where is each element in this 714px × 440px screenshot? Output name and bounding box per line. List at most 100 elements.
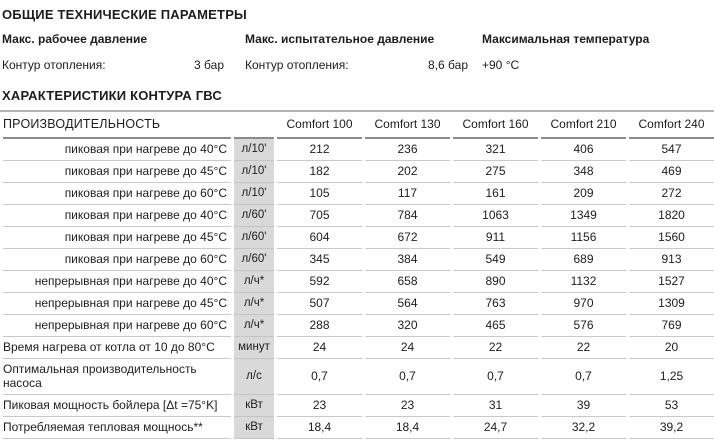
table-row: непрерывная при нагреве до 60°C л/ч* 288 32… <box>3 315 714 337</box>
row-unit: л/10' <box>234 139 274 161</box>
row-value: 658 <box>365 271 450 293</box>
row-value: 1132 <box>541 271 626 293</box>
row-value: 1309 <box>629 293 714 315</box>
table-row: пиковая при нагреве до 40°C л/60' 705 784 10… <box>3 205 714 227</box>
table-header-row: ПРОИЗВОДИТЕЛЬНОСТЬ Comfort 100 Comfort 1… <box>3 112 714 139</box>
row-label: пиковая при нагреве до 60°C <box>3 249 231 271</box>
row-value: 549 <box>453 249 538 271</box>
row-value: 22 <box>453 337 538 359</box>
row-value: 212 <box>277 139 362 161</box>
row-value: 321 <box>453 139 538 161</box>
row-value: 1,25 <box>629 359 714 395</box>
row-unit: л/ч* <box>234 293 274 315</box>
row-value: 272 <box>629 183 714 205</box>
row-value: 32,2 <box>541 417 626 439</box>
unit-column-header <box>234 112 274 139</box>
row-value: 53 <box>629 395 714 417</box>
row-value: 18,4 <box>277 417 362 439</box>
max-temperature-value: +90 °C <box>482 58 520 72</box>
row-value: 705 <box>277 205 362 227</box>
performance-table: ПРОИЗВОДИТЕЛЬНОСТЬ Comfort 100 Comfort 1… <box>0 112 714 439</box>
row-label: пиковая при нагреве до 40°C <box>3 205 231 227</box>
table-row: Потребляемая тепловая мощнось** кВт 18,4 18… <box>3 417 714 439</box>
table-row: непрерывная при нагреве до 40°C л/ч* 592 65… <box>3 271 714 293</box>
general-parameters-block: Макс. рабочее давление Макс. испытательн… <box>2 32 714 82</box>
row-value: 20 <box>629 337 714 359</box>
row-label: непрерывная при нагреве до 40°C <box>3 271 231 293</box>
dhw-circuit-title: ХАРАКТЕРИСТИКИ КОНТУРА ГВС <box>0 86 714 112</box>
heating-circuit-label: Контур отопления: <box>245 58 349 72</box>
model-header-comfort-210: Comfort 210 <box>541 112 626 139</box>
row-unit: минут <box>234 337 274 359</box>
row-value: 24 <box>277 337 362 359</box>
table-row: пиковая при нагреве до 60°C л/10' 105 117 16… <box>3 183 714 205</box>
table-row: Пиковая мощность бойлера [Δt =75°K] кВт 23… <box>3 395 714 417</box>
row-value: 23 <box>277 395 362 417</box>
row-value: 672 <box>365 227 450 249</box>
general-parameters-title: ОБЩИЕ ТЕХНИЧЕСКИЕ ПАРАМЕТРЫ <box>2 7 247 22</box>
table-row: пиковая при нагреве до 45°C л/10' 182 202 27… <box>3 161 714 183</box>
row-unit: л/10' <box>234 183 274 205</box>
row-value: 39,2 <box>629 417 714 439</box>
row-value: 209 <box>541 183 626 205</box>
row-value: 1527 <box>629 271 714 293</box>
row-label: пиковая при нагреве до 60°C <box>3 183 231 205</box>
row-value: 0,7 <box>277 359 362 395</box>
row-label: Время нагрева от котла от 10 до 80°C <box>3 337 231 359</box>
row-value: 689 <box>541 249 626 271</box>
row-value: 24,7 <box>453 417 538 439</box>
row-value: 105 <box>277 183 362 205</box>
row-value: 384 <box>365 249 450 271</box>
row-value: 161 <box>453 183 538 205</box>
model-header-comfort-100: Comfort 100 <box>277 112 362 139</box>
row-value: 345 <box>277 249 362 271</box>
row-label: Потребляемая тепловая мощнось** <box>3 417 231 439</box>
row-value: 784 <box>365 205 450 227</box>
max-working-pressure-header: Макс. рабочее давление <box>2 32 148 46</box>
row-value: 236 <box>365 139 450 161</box>
model-header-comfort-160: Comfort 160 <box>453 112 538 139</box>
row-label: пиковая при нагреве до 40°C <box>3 139 231 161</box>
row-value: 39 <box>541 395 626 417</box>
row-value: 469 <box>629 161 714 183</box>
row-value: 275 <box>453 161 538 183</box>
row-unit: л/с <box>234 359 274 395</box>
row-unit: л/60' <box>234 205 274 227</box>
row-value: 24 <box>365 337 450 359</box>
max-test-pressure-header: Макс. испытательное давление <box>245 32 435 46</box>
row-value: 763 <box>453 293 538 315</box>
row-label: Оптимальная производительность насоса <box>3 359 231 395</box>
row-unit: кВт <box>234 417 274 439</box>
row-label: пиковая при нагреве до 45°C <box>3 161 231 183</box>
row-unit: л/ч* <box>234 315 274 337</box>
row-unit: л/60' <box>234 227 274 249</box>
row-value: 576 <box>541 315 626 337</box>
table-row: пиковая при нагреве до 40°C л/10' 212 236 32… <box>3 139 714 161</box>
row-value: 890 <box>453 271 538 293</box>
row-label: непрерывная при нагреве до 60°C <box>3 315 231 337</box>
model-header-comfort-130: Comfort 130 <box>365 112 450 139</box>
heating-circuit-test-pressure: Контур отопления: 8,6 бар <box>245 58 482 82</box>
row-value: 1349 <box>541 205 626 227</box>
row-value: 182 <box>277 161 362 183</box>
row-value: 0,7 <box>453 359 538 395</box>
row-value: 406 <box>541 139 626 161</box>
row-value: 604 <box>277 227 362 249</box>
table-row: пиковая при нагреве до 45°C л/60' 604 672 91… <box>3 227 714 249</box>
max-temperature-line: +90 °C <box>482 58 714 82</box>
row-label: пиковая при нагреве до 45°C <box>3 227 231 249</box>
row-value: 31 <box>453 395 538 417</box>
row-value: 0,7 <box>541 359 626 395</box>
table-row: непрерывная при нагреве до 45°C л/ч* 507 56… <box>3 293 714 315</box>
heating-circuit-working-pressure: Контур отопления: 3 бар <box>2 58 245 82</box>
row-label: непрерывная при нагреве до 45°C <box>3 293 231 315</box>
performance-column-header: ПРОИЗВОДИТЕЛЬНОСТЬ <box>3 112 231 139</box>
row-value: 547 <box>629 139 714 161</box>
row-value: 970 <box>541 293 626 315</box>
row-value: 288 <box>277 315 362 337</box>
row-value: 1156 <box>541 227 626 249</box>
row-value: 18,4 <box>365 417 450 439</box>
table-row: Время нагрева от котла от 10 до 80°C мину… <box>3 337 714 359</box>
row-value: 592 <box>277 271 362 293</box>
